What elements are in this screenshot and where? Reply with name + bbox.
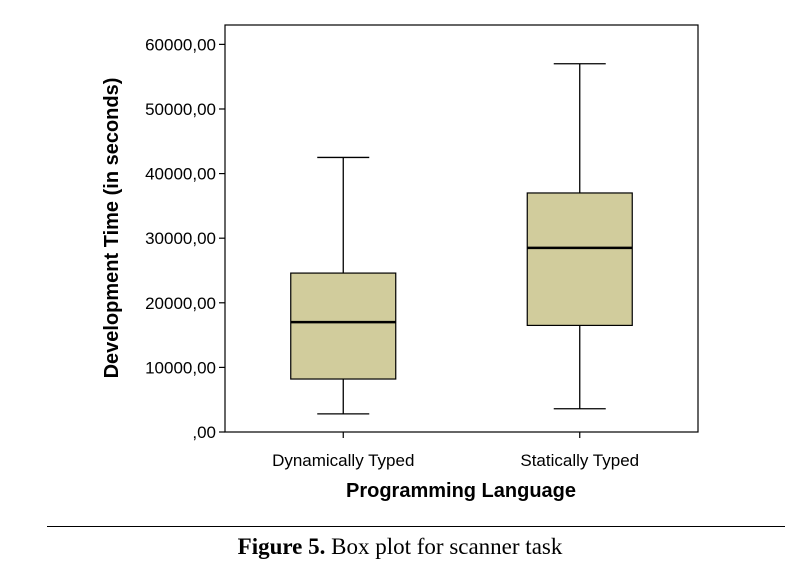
box-dynamically-typed <box>290 156 397 415</box>
box-plot-chart: ,00 10000,00 20000,00 30000,00 40000,00 50000… <box>101 24 699 502</box>
caption-rule <box>47 526 785 527</box>
box-series <box>290 63 633 415</box>
figure-caption-text: Box plot for scanner task <box>325 534 563 559</box>
interquartile-box <box>526 192 633 327</box>
interquartile-box <box>290 272 397 380</box>
figure-caption: Figure 5. Box plot for scanner task <box>0 534 800 560</box>
y-tick-label: ,00 <box>192 423 216 442</box>
y-tick-label: 10000,00 <box>145 358 216 377</box>
x-category-label: Dynamically Typed <box>272 451 414 470</box>
x-category-label: Statically Typed <box>520 451 639 470</box>
figure-label: Figure 5. <box>237 534 326 559</box>
y-tick-label: 50000,00 <box>145 100 216 119</box>
y-axis-ticks: ,00 10000,00 20000,00 30000,00 40000,00 50000… <box>145 35 225 442</box>
y-tick-label: 40000,00 <box>145 165 216 184</box>
y-axis-title: Development Time (in seconds) <box>101 78 123 379</box>
y-tick-label: 60000,00 <box>145 35 216 54</box>
box-statically-typed <box>526 63 633 410</box>
x-axis-ticks: Dynamically Typed Statically Typed <box>272 432 639 470</box>
y-tick-label: 20000,00 <box>145 294 216 313</box>
y-tick-label: 30000,00 <box>145 229 216 248</box>
x-axis-title: Programming Language <box>346 480 576 502</box>
